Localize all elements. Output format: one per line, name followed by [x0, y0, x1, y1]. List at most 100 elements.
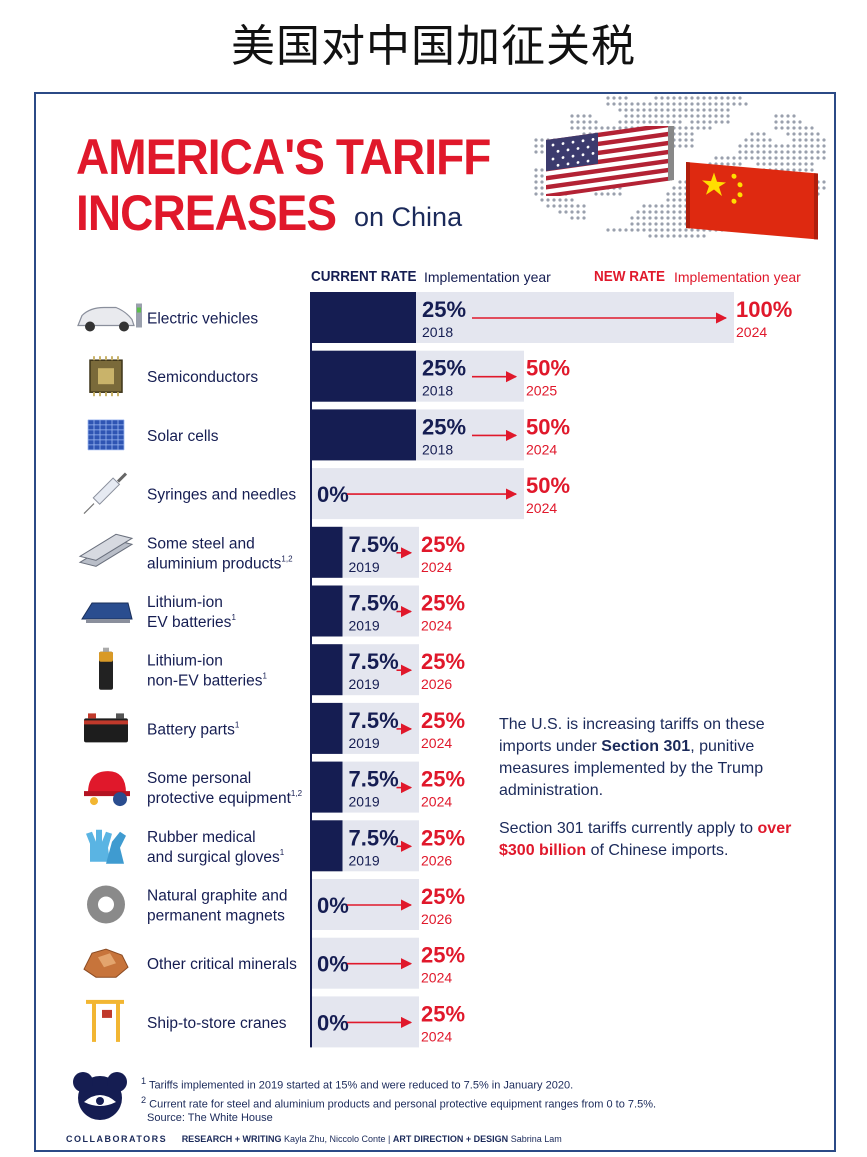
footnote-2-text: Current rate for steel and aluminium pro…: [149, 1098, 657, 1111]
map-dot: [732, 156, 736, 160]
map-dot: [666, 204, 670, 208]
map-dot: [648, 234, 652, 238]
map-dot: [726, 156, 730, 160]
map-dot: [666, 96, 670, 100]
map-dot: [678, 210, 682, 214]
battery-cell-icon: [99, 647, 113, 690]
map-dot: [744, 102, 748, 106]
map-dot: [612, 192, 616, 196]
new-rate-value: 25%: [421, 943, 465, 968]
map-dot: [810, 162, 814, 166]
map-dot: [702, 96, 706, 100]
infographic-card: AMERICA'S TARIFF INCREASES on China CURR…: [34, 92, 836, 1152]
crane-icon: [86, 999, 124, 1042]
map-dot: [762, 132, 766, 136]
tariff-row: Semiconductors 25% 2018 50% 2025: [89, 350, 570, 402]
map-dot: [546, 198, 550, 202]
map-dot: [570, 210, 574, 214]
ev-battery-icon: [81, 602, 133, 623]
map-dot: [564, 204, 568, 208]
map-dot: [702, 114, 706, 118]
map-dot: [570, 126, 574, 130]
map-dot: [822, 150, 826, 154]
product-label: aluminium products1,2: [147, 554, 293, 572]
us-flag-container-icon: [546, 126, 674, 196]
current-rate-bar: [311, 409, 416, 461]
map-dot: [570, 114, 574, 118]
map-dot: [798, 156, 802, 160]
current-rate-year: 2019: [349, 618, 380, 634]
map-dot: [786, 126, 790, 130]
product-label: Some steel and: [147, 535, 255, 552]
map-dot: [636, 114, 640, 118]
current-rate-value: 0%: [317, 952, 349, 977]
current-rate-value: 0%: [317, 1010, 349, 1035]
map-dot: [732, 102, 736, 106]
map-dot: [726, 102, 730, 106]
current-rate-subheader: Implementation year: [424, 269, 551, 285]
tariff-row: Some personal protective equipment1,2 7.5%…: [84, 761, 465, 813]
map-dot: [720, 108, 724, 112]
map-dot: [582, 204, 586, 208]
map-dot: [684, 234, 688, 238]
new-rate-year: 2025: [526, 383, 557, 399]
map-dot: [678, 120, 682, 124]
map-dot: [582, 126, 586, 130]
map-dot: [666, 228, 670, 232]
map-dot: [822, 156, 826, 160]
map-dot: [744, 144, 748, 148]
map-dot: [654, 210, 658, 214]
map-dot: [666, 192, 670, 196]
map-dot: [648, 216, 652, 220]
map-dot: [672, 96, 676, 100]
map-dot: [786, 132, 790, 136]
new-rate-year: 2024: [421, 559, 452, 575]
map-dot: [792, 120, 796, 124]
map-dot: [678, 126, 682, 130]
map-dot: [714, 96, 718, 100]
new-rate-year: 2024: [526, 500, 557, 516]
note-text-1: The U.S. is increasing tariffs on these …: [499, 716, 765, 755]
map-dot: [696, 120, 700, 124]
map-dot: [714, 120, 718, 124]
map-dot: [684, 126, 688, 130]
new-rate-value: 25%: [421, 825, 465, 850]
map-dot: [798, 126, 802, 130]
map-dot: [750, 138, 754, 142]
map-dot: [750, 150, 754, 154]
map-dot: [618, 192, 622, 196]
map-dot: [732, 162, 736, 166]
map-dot: [672, 186, 676, 190]
current-rate-bar: [311, 761, 343, 813]
map-dot: [564, 210, 568, 214]
note-section-301: Section 301: [601, 738, 691, 755]
map-dot: [624, 108, 628, 112]
current-rate-year: 2018: [422, 324, 453, 340]
credits-line: COLLABORATORS RESEARCH + WRITING Kayla Z…: [66, 1134, 562, 1144]
note-amount: over $300 billion: [499, 820, 792, 859]
map-dot: [678, 132, 682, 136]
tariff-row: Some steel and aluminium products1,2 7.5% 2…: [78, 526, 465, 578]
map-dot: [702, 234, 706, 238]
product-label: and surgical gloves1: [147, 848, 285, 866]
footnote-ref: 1: [231, 613, 236, 622]
current-rate-bar: [311, 702, 343, 754]
map-dot: [708, 108, 712, 112]
map-dot: [720, 96, 724, 100]
map-dot: [732, 96, 736, 100]
map-dot: [576, 114, 580, 118]
map-dot: [768, 156, 772, 160]
map-dot: [672, 192, 676, 196]
map-dot: [666, 114, 670, 118]
map-dot: [648, 108, 652, 112]
new-rate-value: 25%: [421, 884, 465, 909]
map-dot: [618, 108, 622, 112]
visual-capitalist-logo-icon: [73, 1072, 127, 1120]
map-dot: [624, 120, 628, 124]
product-label: Some personal: [147, 770, 251, 787]
map-dot: [822, 144, 826, 148]
tariff-row: Syringes and needles 0% 50% 2024: [83, 468, 570, 520]
map-dot: [708, 120, 712, 124]
map-dot: [684, 108, 688, 112]
map-dot: [612, 126, 616, 130]
